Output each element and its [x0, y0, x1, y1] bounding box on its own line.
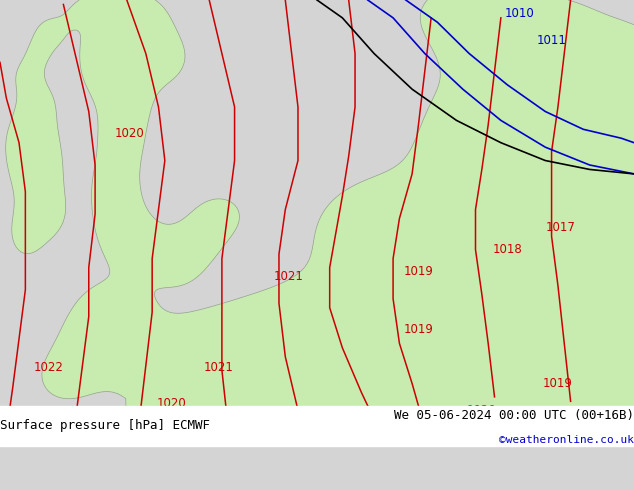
Text: ©weatheronline.co.uk: ©weatheronline.co.uk	[499, 435, 634, 445]
Text: 1019: 1019	[264, 413, 294, 426]
Text: 1019: 1019	[543, 377, 573, 390]
Text: 1011: 1011	[536, 34, 567, 47]
Text: 1020: 1020	[467, 404, 496, 416]
Bar	[0, 406, 634, 446]
Text: 1019: 1019	[403, 323, 434, 337]
Text: 1010: 1010	[505, 7, 534, 20]
Text: 1021: 1021	[273, 270, 304, 283]
Text: 1022: 1022	[33, 361, 63, 374]
Text: We 05-06-2024 00:00 UTC (00+16B): We 05-06-2024 00:00 UTC (00+16B)	[394, 409, 634, 422]
Text: Surface pressure [hPa] ECMWF: Surface pressure [hPa] ECMWF	[0, 419, 210, 432]
Text: 1020: 1020	[115, 127, 145, 140]
Text: 1020: 1020	[157, 397, 186, 410]
Text: 1019: 1019	[403, 266, 434, 278]
Text: 1018: 1018	[493, 243, 522, 256]
Text: 1021: 1021	[204, 361, 234, 374]
Text: 1017: 1017	[546, 221, 576, 234]
